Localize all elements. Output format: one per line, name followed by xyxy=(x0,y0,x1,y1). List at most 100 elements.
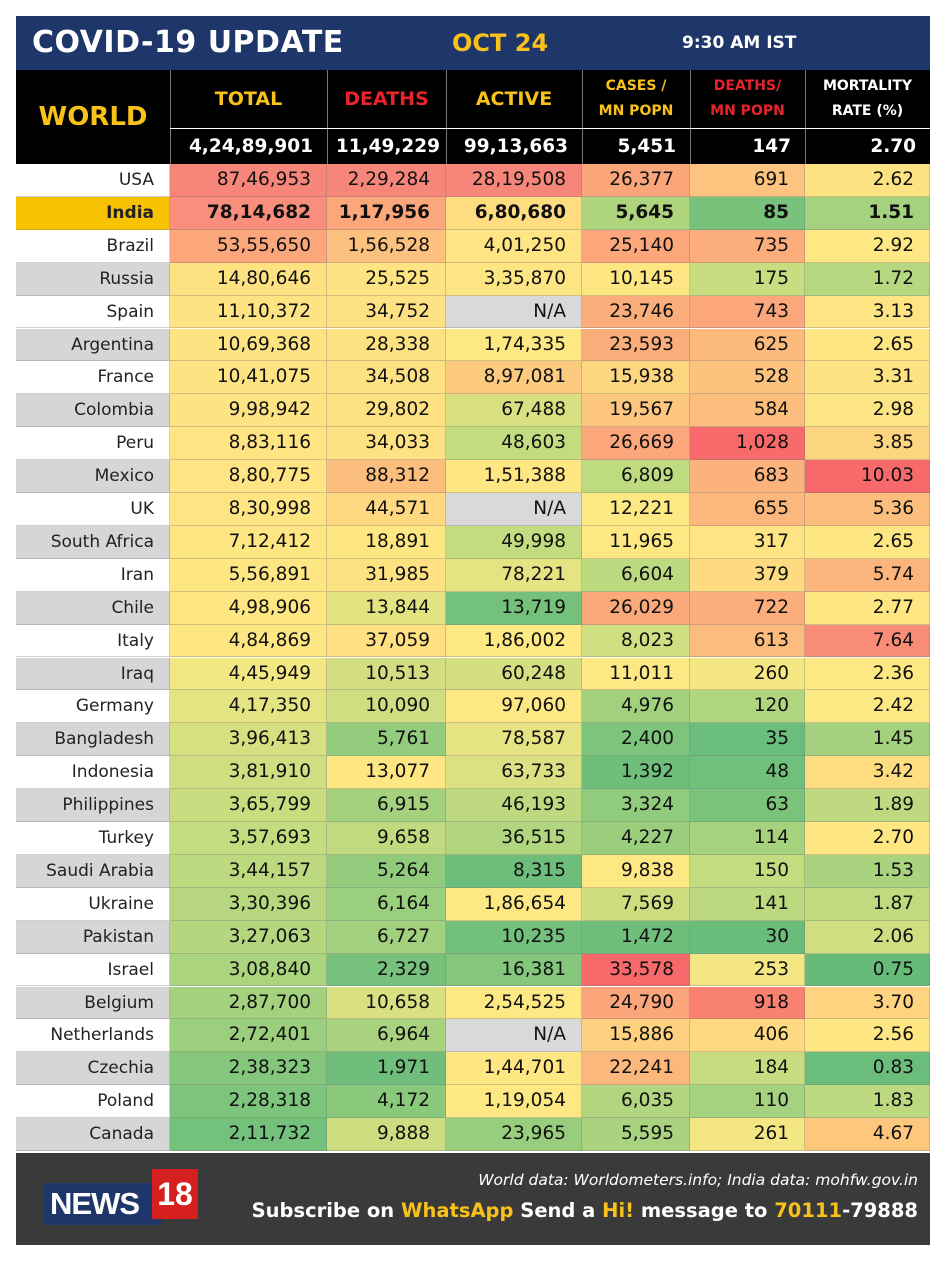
cell-total: 3,65,799 xyxy=(170,789,327,822)
cell-mortality: 1.45 xyxy=(805,723,930,757)
cell-active: 60,248 xyxy=(446,657,582,691)
cell-mortality: 5.74 xyxy=(805,558,930,592)
cell-deaths-mn: 613 xyxy=(690,624,805,658)
country-name: UK xyxy=(16,493,170,526)
country-name: Belgium xyxy=(16,986,170,1020)
table-row: South Africa 7,12,412 18,891 49,998 11,965 31… xyxy=(16,525,930,559)
cell-total: 3,27,063 xyxy=(170,920,327,954)
header-mortality-line2: RATE (%) xyxy=(831,103,904,119)
cell-mortality: 0.75 xyxy=(805,953,930,987)
cell-total: 8,83,116 xyxy=(170,427,327,461)
page-title: COVID-19 UPDATE xyxy=(32,25,344,60)
logo-number: 18 xyxy=(152,1169,198,1219)
country-name: Indonesia xyxy=(16,756,170,790)
cell-deaths: 10,090 xyxy=(327,690,446,724)
cell-deaths-mn: 261 xyxy=(690,1118,805,1151)
cell-mortality: 2.77 xyxy=(805,591,930,625)
cell-active: 78,587 xyxy=(446,723,582,757)
table-row: Germany 4,17,350 10,090 97,060 4,976 120 2.42 xyxy=(16,690,930,724)
cell-cases-mn: 3,324 xyxy=(582,789,690,822)
country-name: Ukraine xyxy=(16,887,170,921)
cell-cases-mn: 25,140 xyxy=(582,229,690,263)
cell-total: 10,69,368 xyxy=(170,328,327,362)
cell-cases-mn: 6,035 xyxy=(582,1085,690,1119)
cell-mortality: 0.83 xyxy=(805,1052,930,1086)
cell-active: 1,86,002 xyxy=(446,624,582,658)
update-time: 9:30 AM IST xyxy=(682,33,797,53)
cell-total: 3,96,413 xyxy=(170,723,327,757)
cell-deaths: 34,508 xyxy=(327,361,446,395)
cell-deaths: 4,172 xyxy=(327,1085,446,1119)
table-row: Spain 11,10,372 34,752 N/A 23,746 743 3.13 xyxy=(16,295,930,329)
header-deaths-per-mn: DEATHS/ MN POPN xyxy=(690,70,805,128)
cell-cases-mn: 4,227 xyxy=(582,822,690,855)
world-active: 99,13,663 xyxy=(463,135,568,157)
table-row: Philippines 3,65,799 6,915 46,193 3,324 63 1.8… xyxy=(16,789,930,822)
cell-cases-mn: 12,221 xyxy=(582,493,690,526)
cell-mortality: 2.06 xyxy=(805,920,930,954)
cell-deaths: 5,761 xyxy=(327,723,446,757)
header-divider xyxy=(690,70,691,164)
table-row: Indonesia 3,81,910 13,077 63,733 1,392 48 3.42 xyxy=(16,756,930,790)
cell-cases-mn: 6,809 xyxy=(582,460,690,493)
cell-total: 8,30,998 xyxy=(170,493,327,526)
cell-cases-mn: 9,838 xyxy=(582,854,690,888)
logo-box xyxy=(44,1183,162,1225)
cell-total: 2,11,732 xyxy=(170,1118,327,1151)
cell-deaths-mn: 184 xyxy=(690,1052,805,1086)
cell-mortality: 7.64 xyxy=(805,624,930,658)
header-mortality: MORTALITY RATE (%) xyxy=(805,70,930,128)
cell-total: 2,38,323 xyxy=(170,1052,327,1086)
cell-deaths-mn: 683 xyxy=(690,460,805,493)
table-row: Turkey 3,57,693 9,658 36,515 4,227 114 2.70 xyxy=(16,822,930,855)
cell-active: 67,488 xyxy=(446,394,582,428)
cell-total: 78,14,682 xyxy=(170,196,327,230)
header-deaths-per-mn-line1: DEATHS/ xyxy=(713,78,782,94)
table-row: India 78,14,682 1,17,956 6,80,680 5,645 85 1.5… xyxy=(16,196,930,230)
cell-total: 2,72,401 xyxy=(170,1019,327,1053)
cell-total: 3,57,693 xyxy=(170,822,327,855)
cell-active: 16,381 xyxy=(446,953,582,987)
cell-active: N/A xyxy=(446,295,582,329)
cell-total: 4,84,869 xyxy=(170,624,327,658)
cell-deaths: 6,164 xyxy=(327,887,446,921)
cell-deaths-mn: 528 xyxy=(690,361,805,395)
country-name: Czechia xyxy=(16,1052,170,1086)
cell-cases-mn: 5,595 xyxy=(582,1118,690,1151)
cell-cases-mn: 6,604 xyxy=(582,558,690,592)
cell-deaths: 29,802 xyxy=(327,394,446,428)
cell-deaths: 6,915 xyxy=(327,789,446,822)
cell-deaths-mn: 1,028 xyxy=(690,427,805,461)
table-row: Saudi Arabia 3,44,157 5,264 8,315 9,838 150 1.… xyxy=(16,854,930,888)
cell-deaths-mn: 110 xyxy=(690,1085,805,1119)
cell-deaths: 44,571 xyxy=(327,493,446,526)
header-divider xyxy=(446,70,447,164)
cell-active: 8,97,081 xyxy=(446,361,582,395)
cell-active: 48,603 xyxy=(446,427,582,461)
cell-mortality: 2.62 xyxy=(805,164,930,197)
cell-active: 1,86,654 xyxy=(446,887,582,921)
cell-deaths: 13,077 xyxy=(327,756,446,790)
cell-total: 10,41,075 xyxy=(170,361,327,395)
cell-cases-mn: 26,669 xyxy=(582,427,690,461)
header-divider xyxy=(170,70,171,164)
cell-deaths-mn: 175 xyxy=(690,262,805,296)
table-row: Chile 4,98,906 13,844 13,719 26,029 722 2.77 xyxy=(16,591,930,625)
table-row: Mexico 8,80,775 88,312 1,51,388 6,809 683 10.0… xyxy=(16,460,930,493)
cell-total: 7,12,412 xyxy=(170,525,327,559)
cell-active: 36,515 xyxy=(446,822,582,855)
table-row: Belgium 2,87,700 10,658 2,54,525 24,790 918 3.… xyxy=(16,986,930,1020)
header-mortality-line1: MORTALITY xyxy=(822,78,913,94)
cell-total: 3,08,840 xyxy=(170,953,327,987)
country-name: Canada xyxy=(16,1118,170,1151)
cell-mortality: 1.87 xyxy=(805,887,930,921)
table-row: Brazil 53,55,650 1,56,528 4,01,250 25,140 735… xyxy=(16,229,930,263)
cell-deaths: 13,844 xyxy=(327,591,446,625)
cell-active: 2,54,525 xyxy=(446,986,582,1020)
table-row: France 10,41,075 34,508 8,97,081 15,938 528 3.… xyxy=(16,361,930,395)
table-row: Russia 14,80,646 25,525 3,35,870 10,145 175 1.… xyxy=(16,262,930,296)
country-name: Spain xyxy=(16,295,170,329)
cell-deaths-mn: 114 xyxy=(690,822,805,855)
cell-cases-mn: 23,746 xyxy=(582,295,690,329)
cell-deaths-mn: 253 xyxy=(690,953,805,987)
